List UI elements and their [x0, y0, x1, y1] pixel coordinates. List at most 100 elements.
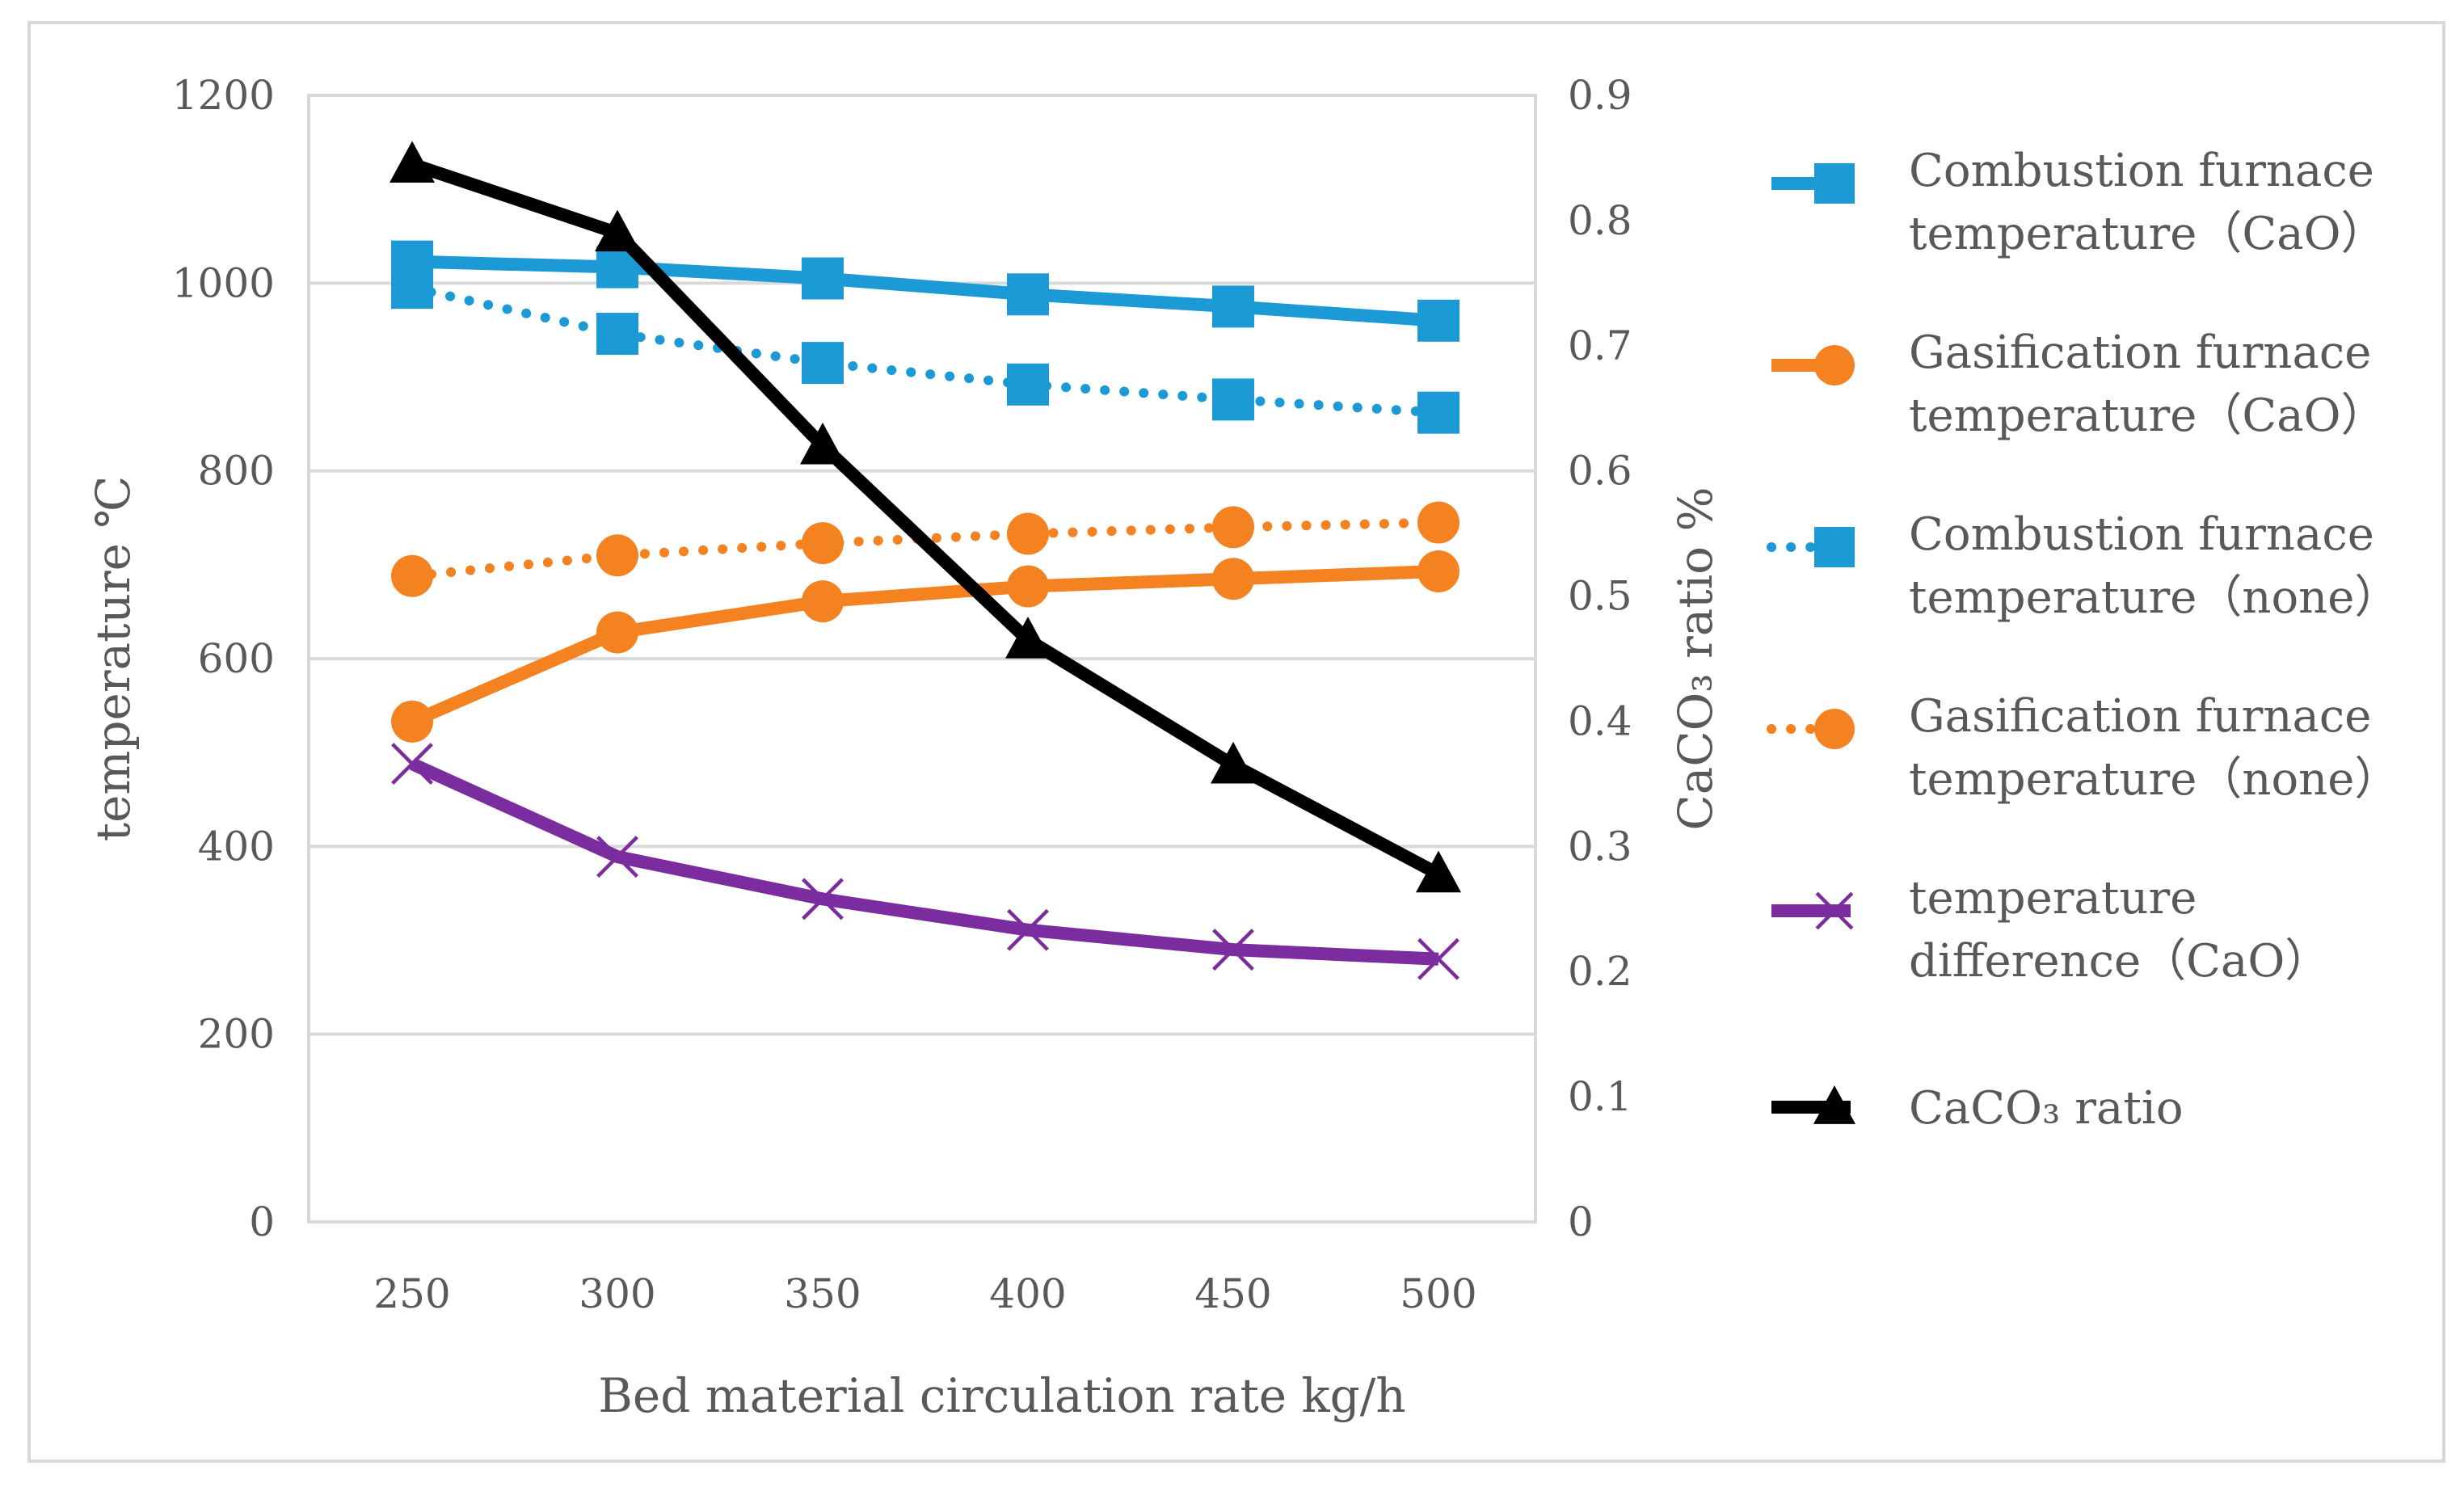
- square-marker: [1007, 273, 1049, 316]
- square-marker: [802, 257, 844, 300]
- x-marker: [596, 836, 638, 878]
- square-marker: [391, 267, 433, 310]
- left-axis-tick-label: 200: [198, 1011, 275, 1058]
- right-axis-ticks: 0 0.1 0.2 0.3 0.4 0.5 0.6 0.7 0.8 0.9: [1568, 72, 1632, 1245]
- triangle-marker: [1416, 850, 1461, 893]
- circle-marker: [802, 522, 844, 565]
- right-axis-title: CaCO₃ ratio %: [1668, 487, 1723, 830]
- legend-entry: Gasification furnace temperature（none）: [1767, 690, 2399, 806]
- right-axis-tick-label: 0.2: [1568, 948, 1632, 995]
- series: [390, 141, 1461, 980]
- x-axis-title: Bed material circulation rate kg/h: [598, 1368, 1405, 1423]
- x-axis-tick-label: 400: [989, 1270, 1066, 1317]
- series-line: [411, 255, 1439, 327]
- left-axis-tick-label: 1000: [172, 259, 275, 306]
- square-marker: [1417, 391, 1459, 434]
- triangle-marker: [595, 209, 640, 252]
- series-line: [407, 517, 1443, 581]
- legend-label: Gasification furnace: [1909, 326, 2371, 379]
- circle-marker: [391, 554, 433, 597]
- circle-marker: [1814, 345, 1855, 385]
- square-marker: [1212, 378, 1254, 421]
- square-marker: [596, 313, 638, 356]
- series-group: [391, 267, 1459, 434]
- circle-marker: [1212, 558, 1254, 600]
- circle-marker: [1212, 506, 1254, 549]
- right-axis-tick-label: 0.7: [1568, 322, 1632, 369]
- series-group: [390, 141, 1461, 893]
- legend-label: temperature（none）: [1909, 571, 2399, 624]
- legend-label: temperature（CaO）: [1909, 390, 2386, 442]
- circle-marker: [596, 534, 638, 577]
- legend-label: Gasification furnace: [1909, 690, 2371, 743]
- left-axis-tick-label: 0: [249, 1198, 275, 1245]
- right-axis-tick-label: 0.3: [1568, 823, 1632, 870]
- legend: Combustion furnacetemperature（CaO）Gasifi…: [1767, 145, 2399, 1135]
- legend-label: temperature: [1909, 872, 2197, 925]
- triangle-marker: [1005, 616, 1051, 659]
- series-line: [409, 564, 1439, 728]
- right-axis-tick-label: 0.1: [1568, 1073, 1632, 1120]
- legend-entry: Combustion furnace temperature（none）: [1767, 508, 2399, 624]
- legend-label: CaCO₃ ratio: [1909, 1082, 2184, 1135]
- right-axis-tick-label: 0: [1568, 1198, 1594, 1245]
- series-group: [391, 743, 1459, 980]
- circle-marker: [391, 700, 433, 743]
- series-group: [391, 501, 1459, 597]
- x-axis-tick-label: 350: [784, 1270, 861, 1317]
- x-marker: [1417, 937, 1459, 980]
- square-marker: [1007, 363, 1049, 406]
- x-axis-tick-label: 500: [1400, 1270, 1476, 1317]
- legend-entry: Gasification furnace temperature（CaO）: [1771, 326, 2386, 442]
- x-axis-tick-label: 450: [1194, 1270, 1271, 1317]
- legend-label: difference（CaO）: [1909, 935, 2330, 988]
- square-marker: [1212, 285, 1254, 328]
- right-axis-tick-label: 0.4: [1568, 697, 1632, 744]
- square-marker: [1814, 527, 1855, 567]
- x-marker: [1815, 891, 1854, 930]
- legend-label: temperature（CaO）: [1909, 208, 2386, 260]
- series-line: [409, 757, 1439, 966]
- x-axis-ticks: 250 300 350 400 450 500: [373, 1270, 1476, 1317]
- x-marker: [1212, 929, 1254, 971]
- circle-marker: [1007, 565, 1049, 608]
- legend-entry: CaCO₃ ratio: [1771, 1082, 2184, 1135]
- left-axis-tick-label: 1200: [172, 72, 275, 119]
- triangle-marker: [800, 422, 845, 465]
- left-axis-tick-label: 400: [198, 823, 275, 870]
- circle-marker: [596, 611, 638, 654]
- legend-entry: temperature difference（CaO）: [1771, 872, 2330, 988]
- series-line: [407, 283, 1443, 418]
- right-axis-tick-label: 0.8: [1568, 197, 1632, 244]
- x-axis-tick-label: 250: [373, 1270, 450, 1317]
- square-marker: [1814, 163, 1855, 204]
- circle-marker: [1814, 709, 1855, 749]
- triangle-marker: [1813, 1085, 1855, 1124]
- legend-label: Combustion furnace: [1909, 508, 2374, 561]
- x-marker: [802, 878, 844, 920]
- square-marker: [1417, 299, 1459, 342]
- x-marker: [1007, 908, 1049, 951]
- left-axis-tick-label: 600: [198, 635, 275, 682]
- circle-marker: [802, 580, 844, 623]
- left-axis-title: temperature ℃: [86, 476, 141, 841]
- x-marker: [391, 743, 433, 786]
- square-marker: [802, 342, 844, 385]
- circle-marker: [1417, 501, 1459, 544]
- circle-marker: [1417, 550, 1459, 592]
- triangle-marker: [1211, 741, 1256, 784]
- x-axis-tick-label: 300: [579, 1270, 655, 1317]
- legend-label: Combustion furnace: [1909, 145, 2374, 197]
- right-axis-tick-label: 0.6: [1568, 448, 1632, 495]
- legend-label: temperature（none）: [1909, 753, 2399, 806]
- triangle-marker: [390, 141, 435, 183]
- left-axis-ticks: 0 200 400 600 800 1000 1200: [172, 72, 275, 1245]
- legend-entry: Combustion furnace temperature（CaO）: [1771, 145, 2386, 260]
- right-axis-tick-label: 0.9: [1568, 72, 1632, 119]
- right-axis-tick-label: 0.5: [1568, 573, 1632, 620]
- series-line: [410, 158, 1442, 880]
- circle-marker: [1007, 512, 1049, 555]
- series-group: [391, 550, 1459, 743]
- left-axis-tick-label: 800: [198, 448, 275, 495]
